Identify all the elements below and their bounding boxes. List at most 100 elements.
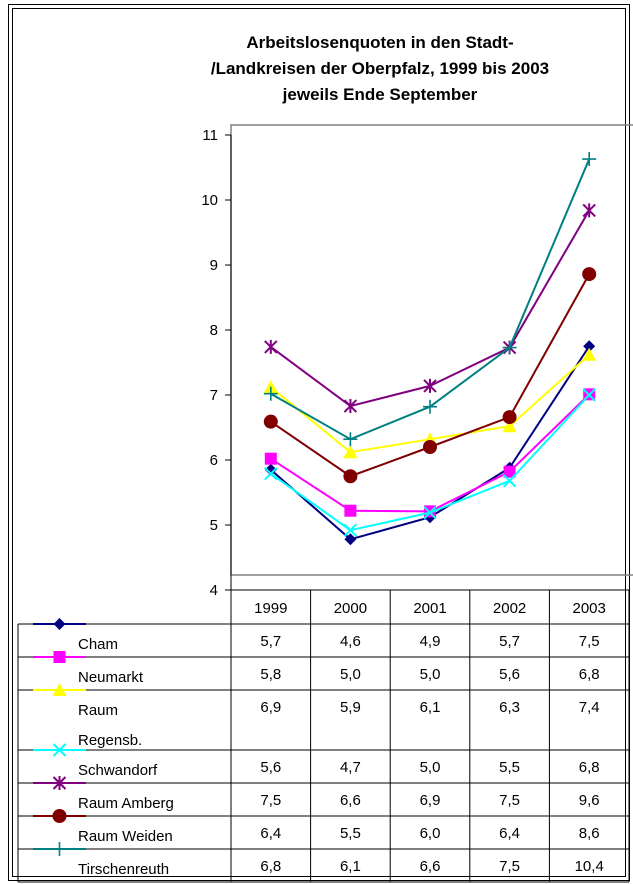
table-cell: 5,9 bbox=[340, 699, 361, 716]
row-label-line: Schwandorf bbox=[78, 762, 158, 779]
data-point bbox=[343, 432, 358, 447]
table-cell: 10,4 bbox=[575, 858, 604, 875]
table-cell: 4,9 bbox=[420, 633, 441, 650]
table-cell: 9,6 bbox=[579, 792, 600, 809]
legend-key bbox=[33, 809, 86, 823]
data-point-shape bbox=[502, 474, 517, 488]
data-point-shape bbox=[502, 340, 517, 355]
table-cell: 6,3 bbox=[499, 699, 520, 716]
data-point-shape bbox=[502, 410, 517, 425]
data-point-shape bbox=[503, 465, 516, 478]
table-cell: 5,7 bbox=[499, 633, 520, 650]
row-label: Schwandorf bbox=[78, 762, 158, 779]
row-label-line: Raum bbox=[78, 702, 118, 719]
x-category-label: 2003 bbox=[573, 600, 606, 617]
data-point-shape bbox=[582, 203, 596, 218]
data-point bbox=[582, 152, 597, 167]
table-cell: 6,1 bbox=[340, 858, 361, 875]
data-point-shape bbox=[343, 523, 358, 537]
table-cell: 6,8 bbox=[260, 858, 281, 875]
data-point bbox=[582, 347, 597, 361]
y-tick-label: 6 bbox=[210, 452, 218, 469]
chart-title-line: jeweils Ende September bbox=[282, 85, 478, 104]
y-tick-label: 8 bbox=[210, 322, 218, 339]
data-point bbox=[502, 340, 517, 355]
y-tick-label: 7 bbox=[210, 387, 218, 404]
table-cell: 4,7 bbox=[340, 759, 361, 776]
data-point-shape bbox=[423, 440, 437, 454]
data-point bbox=[502, 410, 517, 425]
table-cell: 5,0 bbox=[420, 666, 441, 683]
table-cell: 6,1 bbox=[420, 699, 441, 716]
row-label: Raum Amberg bbox=[78, 795, 174, 812]
table-cell: 4,6 bbox=[340, 633, 361, 650]
data-point bbox=[583, 340, 596, 353]
data-point bbox=[264, 466, 278, 481]
row-label: Cham bbox=[78, 636, 118, 653]
data-point bbox=[582, 203, 596, 218]
table-cell: 6,8 bbox=[579, 666, 600, 683]
data-point-shape bbox=[343, 469, 358, 484]
data-point bbox=[423, 505, 437, 520]
legend-marker-shape bbox=[52, 776, 67, 790]
row-label-line: Raum Weiden bbox=[78, 828, 173, 845]
y-tick-label: 9 bbox=[210, 257, 218, 274]
chart-title-line: /Landkreisen der Oberpfalz, 1999 bis 200… bbox=[210, 59, 550, 78]
table-cell: 6,8 bbox=[579, 759, 600, 776]
data-point-shape bbox=[582, 388, 596, 402]
data-point-shape bbox=[582, 267, 597, 282]
table-cell: 7,5 bbox=[499, 792, 520, 809]
chart-inner-frame bbox=[12, 8, 626, 877]
data-point-shape bbox=[263, 386, 278, 401]
legend-key bbox=[33, 651, 86, 663]
legend-marker bbox=[53, 618, 66, 630]
data-point bbox=[264, 452, 277, 465]
data-point bbox=[502, 474, 517, 488]
row-label-line: Regensb. bbox=[78, 732, 142, 749]
data-point bbox=[423, 399, 437, 414]
legend-marker-shape bbox=[52, 683, 67, 696]
data-point bbox=[502, 419, 517, 433]
series-schwandorf bbox=[264, 388, 596, 537]
legend-key bbox=[33, 618, 86, 630]
data-table: 1999 2000 2001 2002 2003 Cham 5,7 4,6 4,9 5,7 7,5 N… bbox=[17, 589, 630, 883]
legend-marker bbox=[52, 683, 67, 696]
chart-title-line: Arbeitslosenquoten in den Stadt- bbox=[246, 33, 514, 52]
data-point-shape bbox=[583, 340, 596, 353]
data-point bbox=[423, 378, 437, 393]
table-cell: 7,5 bbox=[579, 633, 600, 650]
legend-marker bbox=[52, 743, 67, 757]
legend-marker bbox=[52, 809, 67, 823]
data-point bbox=[263, 414, 278, 429]
row-label: Raum Regensb. bbox=[78, 702, 142, 749]
data-point-shape bbox=[264, 339, 278, 354]
table-cell: 5,6 bbox=[260, 759, 281, 776]
table-cell: 5,6 bbox=[499, 666, 520, 683]
row-label-line: Neumarkt bbox=[78, 669, 144, 686]
y-tick-label: 5 bbox=[210, 517, 218, 534]
row-label: Neumarkt bbox=[78, 669, 144, 686]
row-label: Tirschenreuth bbox=[78, 861, 169, 878]
x-category-label: 2001 bbox=[413, 600, 446, 617]
data-point bbox=[344, 533, 357, 546]
legend-marker-shape bbox=[53, 651, 66, 663]
data-point-shape bbox=[423, 505, 437, 520]
data-point-shape bbox=[582, 347, 597, 361]
table-cell: 6,4 bbox=[260, 825, 281, 842]
data-point-shape bbox=[264, 452, 277, 465]
data-point-shape bbox=[343, 445, 358, 459]
chart-title: Arbeitslosenquoten in den Stadt- /Landkr… bbox=[150, 30, 610, 108]
table-cell: 7,5 bbox=[499, 858, 520, 875]
data-point-shape bbox=[343, 432, 358, 447]
table-cell: 5,8 bbox=[260, 666, 281, 683]
legend-marker-shape bbox=[53, 618, 66, 630]
table-cell: 5,0 bbox=[340, 666, 361, 683]
table-cell: 5,0 bbox=[420, 759, 441, 776]
data-point-shape bbox=[343, 399, 358, 414]
table-cell: 6,9 bbox=[260, 699, 281, 716]
row-label-line: Tirschenreuth bbox=[78, 861, 169, 878]
data-point-shape bbox=[344, 533, 357, 546]
table-cell: 5,5 bbox=[340, 825, 361, 842]
legend-key bbox=[33, 683, 86, 696]
